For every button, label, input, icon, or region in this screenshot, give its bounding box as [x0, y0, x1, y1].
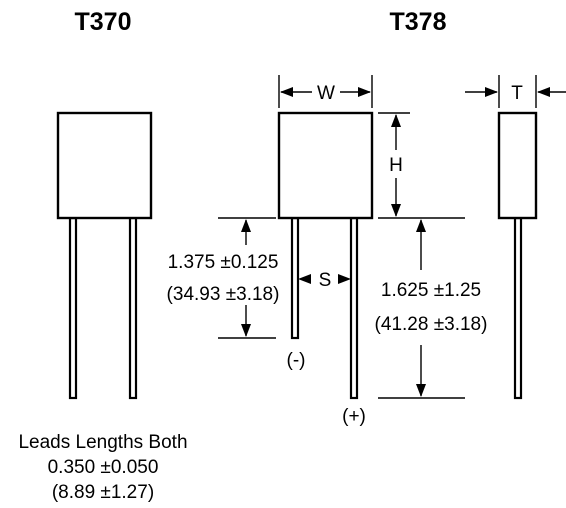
positive-polarity-label: (+)	[342, 406, 366, 427]
t378-title: T378	[390, 8, 447, 36]
t378-positive-lead	[349, 216, 359, 400]
width-dimension: W	[278, 75, 373, 108]
arrow-up-icon	[416, 219, 426, 232]
arrow-down-icon	[391, 204, 401, 217]
lead-length-note: Leads Lengths Both 0.350 ±0.050 (8.89 ±1…	[18, 432, 187, 503]
short-lead-mm: (34.93 ±3.18)	[167, 284, 280, 305]
t378-side-view	[497, 111, 538, 400]
arrow-right-icon	[298, 274, 311, 284]
t378-negative-lead	[290, 216, 300, 340]
arrow-left-icon	[338, 274, 351, 284]
width-label: W	[317, 83, 335, 104]
note-line-2: 0.350 ±0.050	[48, 457, 159, 478]
note-line-3: (8.89 ±1.27)	[52, 482, 154, 503]
arrow-down-icon	[241, 324, 251, 337]
t370-right-lead	[128, 216, 138, 400]
t370-body	[56, 111, 153, 220]
t370-left-lead	[68, 216, 78, 400]
negative-polarity-label: (-)	[287, 350, 306, 371]
short-lead-dimension: 1.375 ±0.125 (34.93 ±3.18)	[167, 217, 280, 339]
long-lead-dimension: 1.625 ±1.25 (41.28 ±3.18)	[375, 219, 488, 399]
spacing-label: S	[319, 270, 332, 291]
arrow-left-icon	[537, 87, 550, 97]
arrow-right-icon	[358, 87, 371, 97]
spacing-dimension: S	[298, 270, 351, 291]
height-label: H	[389, 155, 403, 176]
arrow-up-icon	[241, 219, 251, 232]
t370-component	[56, 111, 153, 400]
arrow-right-icon	[485, 87, 498, 97]
t370-title: T370	[75, 8, 132, 36]
note-line-1: Leads Lengths Both	[18, 432, 187, 453]
height-dimension: H	[378, 112, 465, 219]
thickness-label: T	[511, 83, 523, 104]
t378-side-lead	[513, 216, 523, 400]
thickness-dimension: T	[465, 75, 566, 108]
short-lead-inches: 1.375 ±0.125	[168, 252, 279, 273]
t378-front-view	[277, 111, 374, 400]
arrow-down-icon	[416, 384, 426, 397]
long-lead-mm: (41.28 ±3.18)	[375, 314, 488, 335]
long-lead-inches: 1.625 ±1.25	[381, 280, 481, 301]
t378-side-body	[497, 111, 538, 220]
t378-body	[277, 111, 374, 220]
arrow-up-icon	[391, 114, 401, 127]
arrow-left-icon	[280, 87, 293, 97]
